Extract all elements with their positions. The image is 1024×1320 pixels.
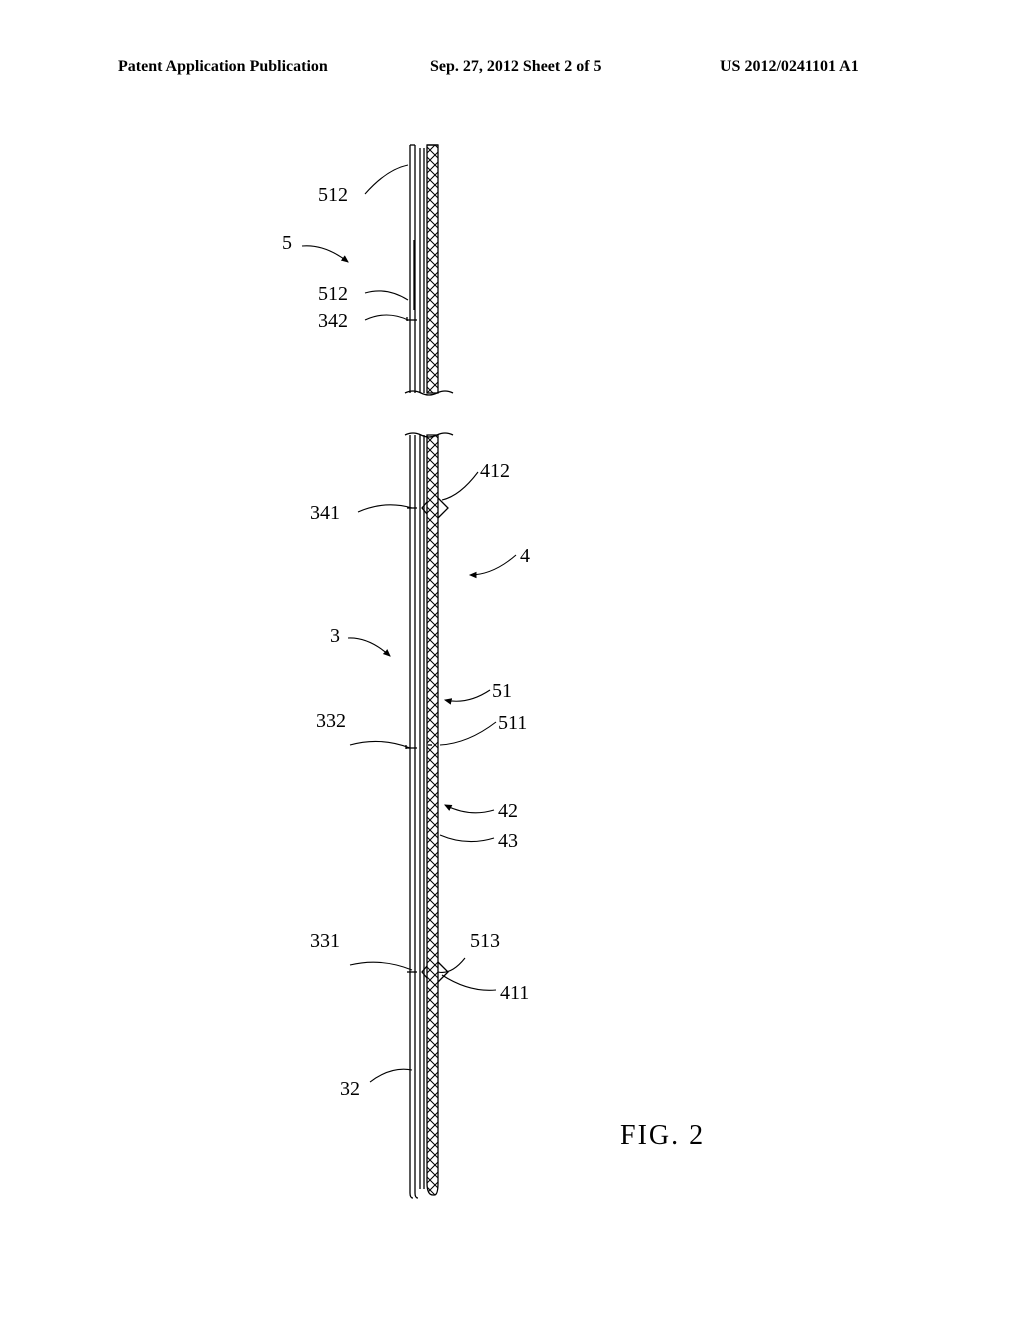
leader-32 <box>370 1069 412 1082</box>
ref-label-51: 51 <box>492 680 512 703</box>
leader-341 <box>358 505 412 512</box>
leader-3 <box>348 638 390 656</box>
leader-4 <box>470 555 516 575</box>
ref-label-332: 332 <box>316 710 346 733</box>
ref-label-411: 411 <box>500 982 529 1005</box>
ref-label-331: 331 <box>310 930 340 953</box>
leader-42 <box>445 805 494 813</box>
figure-svg <box>0 0 1024 1320</box>
leader-332 <box>350 741 410 748</box>
ref-label-341: 341 <box>310 502 340 525</box>
leader-511 <box>440 722 496 745</box>
leader-342 <box>365 315 408 320</box>
ref-label-4: 4 <box>520 545 530 568</box>
ref-label-342: 342 <box>318 310 348 333</box>
ref-label-42: 42 <box>498 800 518 823</box>
ref-label-513: 513 <box>470 930 500 953</box>
leader-43 <box>440 835 494 842</box>
patent-page: Patent Application Publication Sep. 27, … <box>0 0 1024 1320</box>
ref-label-512: 512 <box>318 184 348 207</box>
leader-5 <box>302 246 348 262</box>
leader-512 <box>365 291 408 300</box>
leader-512 <box>365 165 408 194</box>
ref-label-32: 32 <box>340 1078 360 1101</box>
ref-label-512: 512 <box>318 283 348 306</box>
ref-label-412: 412 <box>480 460 510 483</box>
leader-412 <box>442 472 478 500</box>
ref-label-3: 3 <box>330 625 340 648</box>
ref-label-5: 5 <box>282 232 292 255</box>
figure-area: 5125512342412341435133251142433315134113… <box>0 0 1024 1320</box>
ref-label-511: 511 <box>498 712 527 735</box>
leader-411 <box>442 975 496 990</box>
ref-label-43: 43 <box>498 830 518 853</box>
leader-51 <box>445 690 490 701</box>
leader-331 <box>350 962 412 970</box>
figure-caption: FIG. 2 <box>620 1120 705 1152</box>
